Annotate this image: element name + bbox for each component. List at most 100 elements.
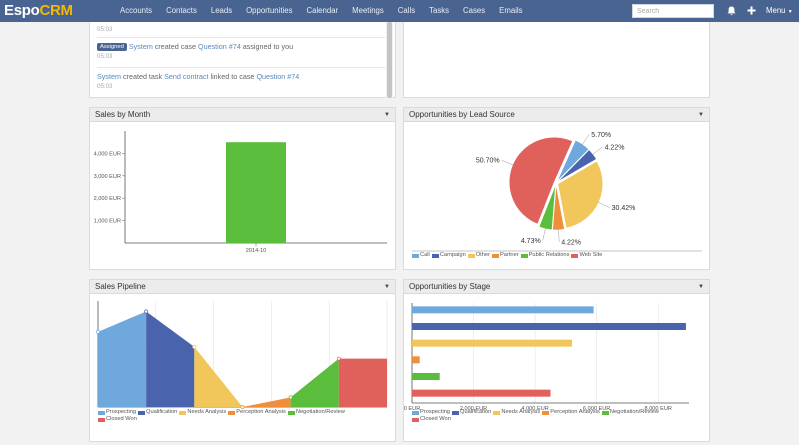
pipeline-point bbox=[96, 329, 100, 334]
y-tick-label: 4,000 EUR bbox=[94, 151, 121, 157]
stream-target-link[interactable]: Send contract bbox=[164, 72, 209, 81]
legend-swatch bbox=[493, 410, 501, 415]
stream-scrollbar-thumb[interactable] bbox=[387, 22, 392, 98]
legend-swatch bbox=[601, 410, 609, 415]
legend-item[interactable]: Qualification bbox=[138, 409, 177, 416]
legend-item[interactable]: Web Site bbox=[571, 252, 602, 259]
chevron-down-icon[interactable]: ▼ bbox=[698, 284, 704, 290]
pie-label-line bbox=[558, 228, 560, 242]
legend-label: Negotiation/Review bbox=[295, 409, 345, 415]
tab-leads[interactable]: Leads bbox=[210, 6, 233, 15]
legend-label: Qualification bbox=[460, 409, 492, 415]
chevron-down-icon[interactable]: ▼ bbox=[384, 112, 390, 118]
chevron-down-icon[interactable]: ▼ bbox=[698, 112, 704, 118]
legend-label: Web Site bbox=[579, 252, 603, 258]
tab-accounts[interactable]: Accounts bbox=[120, 6, 153, 15]
menu-button[interactable]: Menu ▼ bbox=[766, 6, 793, 15]
tab-calendar[interactable]: Calendar bbox=[306, 6, 339, 15]
bar bbox=[412, 323, 686, 330]
legend-item[interactable]: Needs Analysis bbox=[179, 409, 226, 416]
legend-label: Campaign bbox=[439, 252, 466, 258]
opps-by-source-chart: 5.70% 4.22% 30.42% 4.22% 4.73% 50.70% bbox=[412, 132, 702, 252]
bar bbox=[412, 339, 573, 347]
pie-label: 5.70% bbox=[591, 132, 611, 139]
pipeline-area bbox=[98, 311, 147, 407]
panel-body: Prospecting Qualification Needs Analysis Pe… bbox=[90, 295, 395, 441]
pipeline-area bbox=[194, 346, 243, 407]
legend-swatch bbox=[491, 253, 499, 258]
empty-dashlet-panel bbox=[403, 22, 710, 98]
bar bbox=[226, 142, 286, 243]
legend-item[interactable]: Perception Analysis bbox=[228, 409, 286, 416]
y-tick-label: 3,000 EUR bbox=[94, 174, 121, 180]
pie-label: 50.70% bbox=[476, 158, 500, 165]
pipeline-point bbox=[240, 405, 245, 409]
stream-text: assigned to you bbox=[240, 42, 294, 51]
legend-item[interactable]: Prospecting bbox=[412, 409, 450, 416]
legend-swatch bbox=[452, 410, 460, 415]
tab-tasks[interactable]: Tasks bbox=[429, 6, 450, 15]
y-tick-label: 1,000 EUR bbox=[94, 219, 121, 225]
legend-item[interactable]: Negotiation/Review bbox=[601, 409, 659, 416]
global-search-input[interactable] bbox=[632, 4, 714, 18]
chevron-down-icon[interactable]: ▼ bbox=[384, 284, 390, 290]
legend-swatch bbox=[520, 253, 528, 258]
chart-legend: Prospecting Qualification Needs Analysis Pe… bbox=[412, 409, 682, 423]
legend-item[interactable]: Partner bbox=[491, 252, 519, 259]
opps-by-stage-panel: Opportunities by Stage ▼ 0 EUR 2,000 EUR 4… bbox=[403, 279, 710, 442]
tab-cases[interactable]: Cases bbox=[463, 6, 486, 15]
legend-item[interactable]: Closed Won bbox=[412, 416, 451, 423]
nav-tabs: Accounts Contacts Leads Opportunities Calend… bbox=[113, 0, 530, 22]
stream-actor-link[interactable]: System bbox=[128, 42, 153, 51]
pie-label: 4.73% bbox=[521, 238, 541, 245]
bell-icon[interactable] bbox=[724, 4, 738, 18]
stream-target-link[interactable]: Question #74 bbox=[197, 42, 241, 51]
x-tick-label: 2014-10 bbox=[246, 248, 267, 254]
legend-item[interactable]: Perception Analysis bbox=[542, 409, 600, 416]
legend-item[interactable]: Closed Won bbox=[98, 416, 137, 423]
legend-item[interactable]: Needs Analysis bbox=[493, 409, 540, 416]
stream-timestamp: 05:03 bbox=[97, 83, 113, 90]
pipeline-area bbox=[338, 358, 387, 407]
legend-item[interactable]: Negotiation/Review bbox=[287, 409, 345, 416]
legend-swatch bbox=[467, 253, 475, 258]
tab-opportunities[interactable]: Opportunities bbox=[246, 6, 293, 15]
opps-by-source-panel: Opportunities by Lead Source ▼ 5.70% 4.22… bbox=[403, 107, 710, 270]
pipeline-area bbox=[242, 397, 291, 407]
legend-label: Needs Analysis bbox=[187, 409, 227, 415]
legend-swatch bbox=[228, 410, 236, 415]
plus-icon[interactable] bbox=[744, 4, 758, 18]
legend-label: Call bbox=[420, 252, 430, 258]
legend-item[interactable]: Prospecting bbox=[98, 409, 136, 416]
legend-swatch bbox=[287, 410, 295, 415]
panel-body: 0 EUR 2,000 EUR 4,000 EUR 6,000 EUR 8,000 EU… bbox=[404, 295, 709, 441]
pipeline-point bbox=[288, 395, 293, 400]
legend-label: Partner bbox=[499, 252, 519, 258]
x-tick-label: 4,000 EUR bbox=[521, 406, 548, 412]
stream-actor-link[interactable]: System bbox=[97, 72, 121, 81]
chart-legend: Call Campaign Other Partner Public Relations… bbox=[412, 252, 702, 259]
legend-label: Other bbox=[475, 252, 490, 258]
stream-item: Assigned System created case Question #7… bbox=[97, 42, 385, 60]
tab-emails[interactable]: Emails bbox=[499, 6, 523, 15]
sales-by-month-panel: Sales by Month ▼ 1,000 EUR 2,000 EUR 3,000… bbox=[89, 107, 396, 270]
pie-label: 4.22% bbox=[605, 144, 625, 151]
legend-label: Closed Won bbox=[420, 416, 451, 422]
tab-meetings[interactable]: Meetings bbox=[352, 6, 384, 15]
pie-label: 4.22% bbox=[561, 239, 581, 246]
legend-label: Public Relations bbox=[528, 252, 570, 258]
app-logo[interactable]: EspoCRM bbox=[4, 2, 73, 19]
legend-item[interactable]: Public Relations bbox=[520, 252, 570, 259]
tab-contacts[interactable]: Contacts bbox=[166, 6, 197, 15]
sales-pipeline-panel: Sales Pipeline ▼ Prospecting Qualificatio… bbox=[89, 279, 396, 442]
legend-item[interactable]: Qualification bbox=[452, 409, 491, 416]
pie-label-line bbox=[542, 227, 546, 241]
legend-item[interactable]: Campaign bbox=[431, 252, 466, 259]
legend-item[interactable]: Other bbox=[467, 252, 490, 259]
tab-calls[interactable]: Calls bbox=[397, 6, 416, 15]
stream-divider bbox=[97, 67, 385, 68]
pie-label-line bbox=[592, 146, 603, 155]
legend-item[interactable]: Call bbox=[412, 252, 430, 259]
stream-target-link[interactable]: Question #74 bbox=[256, 72, 300, 81]
legend-label: Perception Analysis bbox=[550, 409, 600, 415]
